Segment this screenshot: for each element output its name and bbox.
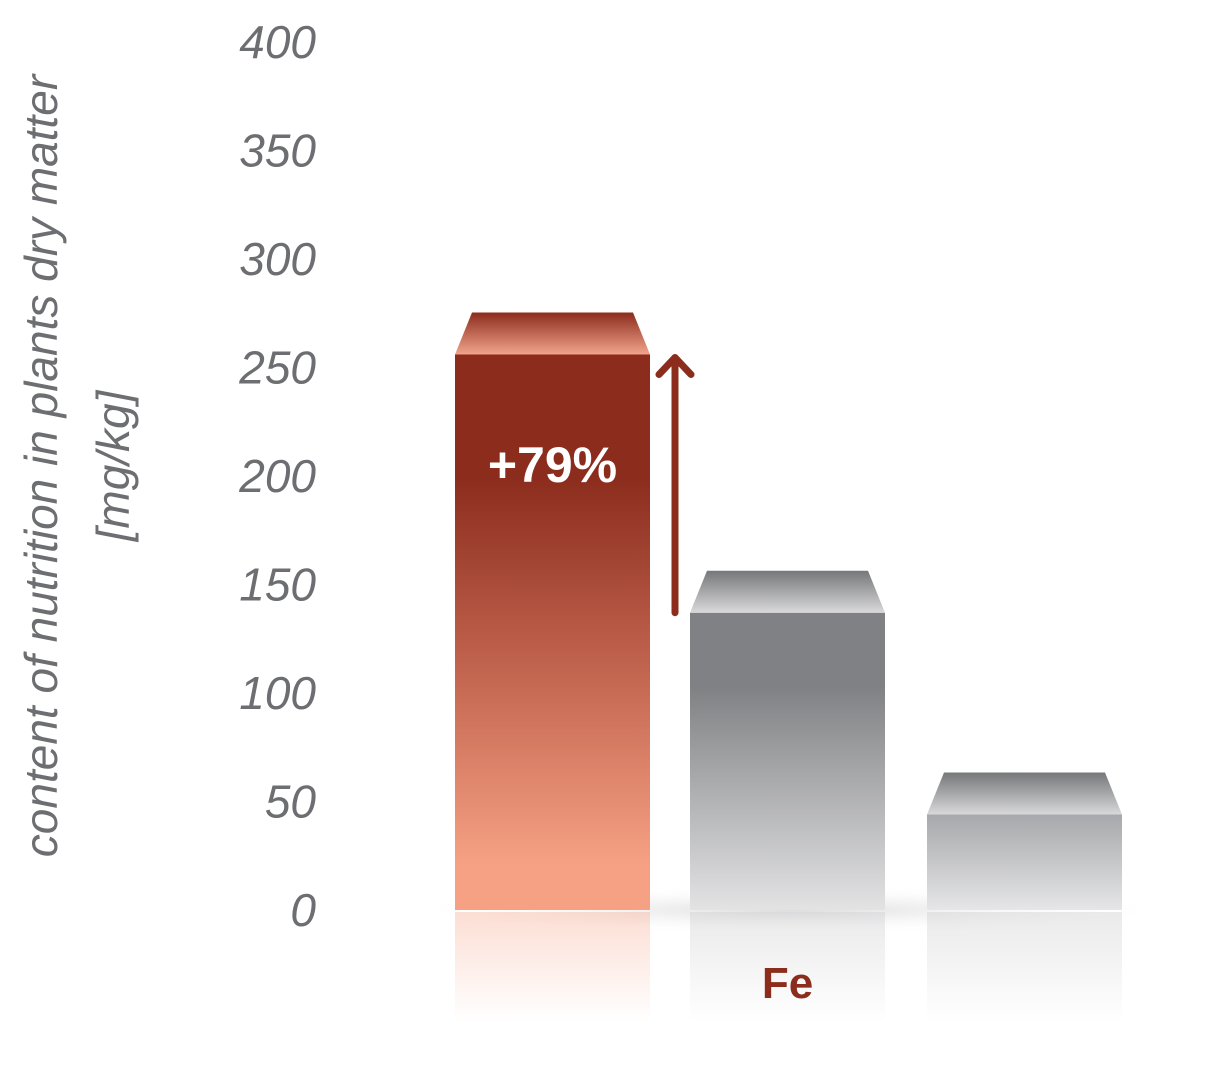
bar-reflection [455,912,650,1022]
bar-reflection [690,912,885,1022]
arrow-head [655,353,695,378]
y-tick-label: 400 [239,16,316,68]
bar [455,354,650,911]
increase-annotation: +79% [488,437,617,493]
bar-group-1 [455,312,650,1022]
y-axis-label: content of nutrition in plants dry matte… [15,73,139,857]
y-tick-label: 250 [238,342,316,394]
y-axis-ticks: 0 50 100 150 200 250 300 350 400 [238,16,316,936]
bar [927,814,1122,910]
bar-top-bevel [455,312,650,355]
y-tick-label: 200 [238,450,316,502]
y-tick-label: 100 [239,667,316,719]
y-axis-label-line-1: content of nutrition in plants dry matte… [15,73,67,857]
y-tick-label: 50 [265,776,317,828]
bar-top-bevel [690,570,885,613]
bar-group-2 [690,570,885,1022]
y-tick-label: 300 [239,233,316,285]
category-label-fe: Fe [762,959,813,1008]
bar-top-bevel [927,772,1122,815]
y-tick-label: 150 [239,559,316,611]
bar-reflection [927,912,1122,1022]
y-axis-label-line-2: [mg/kg] [87,389,139,542]
bar [690,612,885,910]
y-tick-label: 350 [239,125,316,177]
bars [455,312,1122,1022]
bar-group-3 [927,772,1122,1022]
y-tick-label: 0 [290,884,316,936]
increase-arrow-icon [655,353,695,617]
